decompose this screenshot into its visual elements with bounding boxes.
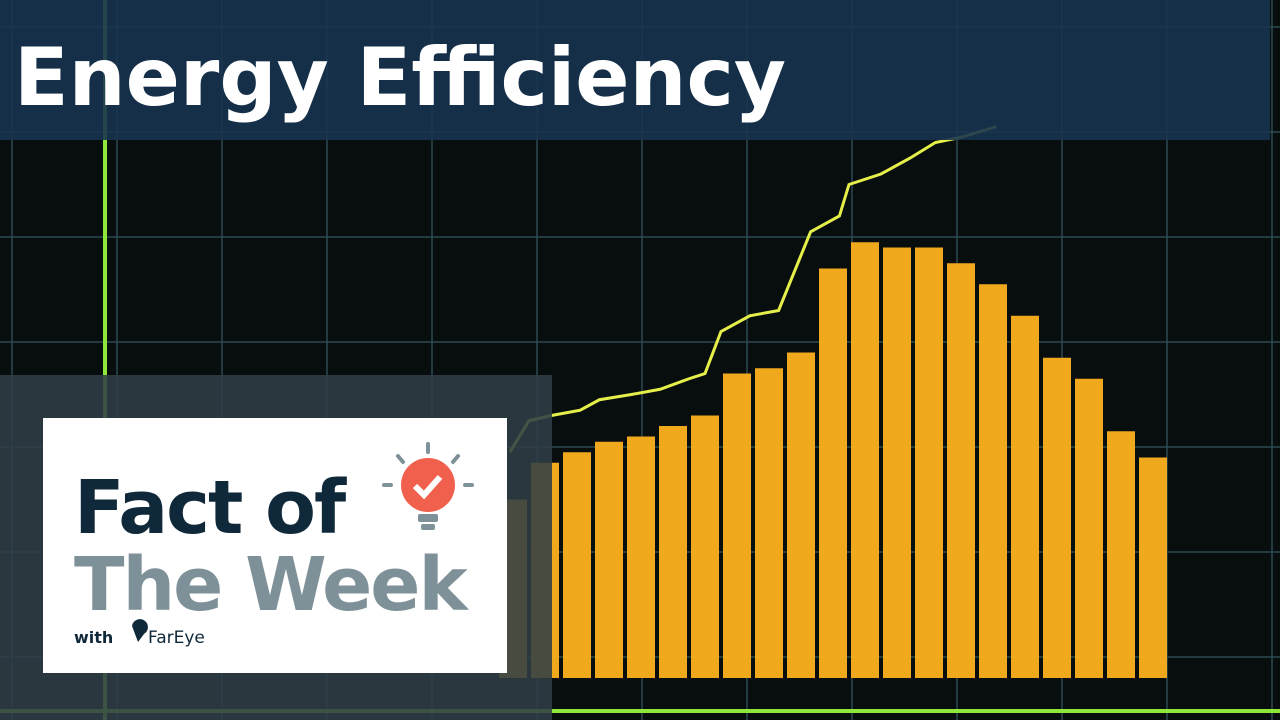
bar (1139, 457, 1167, 678)
bar (883, 247, 911, 678)
bulb-icon (382, 442, 474, 530)
trend-line (508, 125, 997, 454)
bar (979, 284, 1007, 678)
bar (1011, 315, 1039, 678)
plot (499, 125, 1167, 678)
brand-icon (132, 619, 148, 642)
bar (627, 436, 655, 678)
bar (563, 452, 591, 678)
bar (755, 368, 783, 678)
bar (659, 426, 687, 678)
bar (723, 373, 751, 678)
bar (851, 242, 879, 678)
bar (915, 247, 943, 678)
bar (819, 268, 847, 678)
title-band (0, 0, 1270, 140)
badge-line1: Fact of (74, 465, 347, 551)
bar (787, 352, 815, 678)
bar (1075, 378, 1103, 678)
bar (691, 415, 719, 678)
badge-with: with (74, 628, 113, 647)
badge-brand: FarEye (148, 628, 205, 648)
chart-title: Energy Efficiency (14, 31, 786, 124)
bar (1107, 431, 1135, 678)
bar (595, 441, 623, 678)
badge-line2: The Week (74, 542, 469, 628)
bar (947, 263, 975, 678)
bar (1043, 357, 1071, 678)
